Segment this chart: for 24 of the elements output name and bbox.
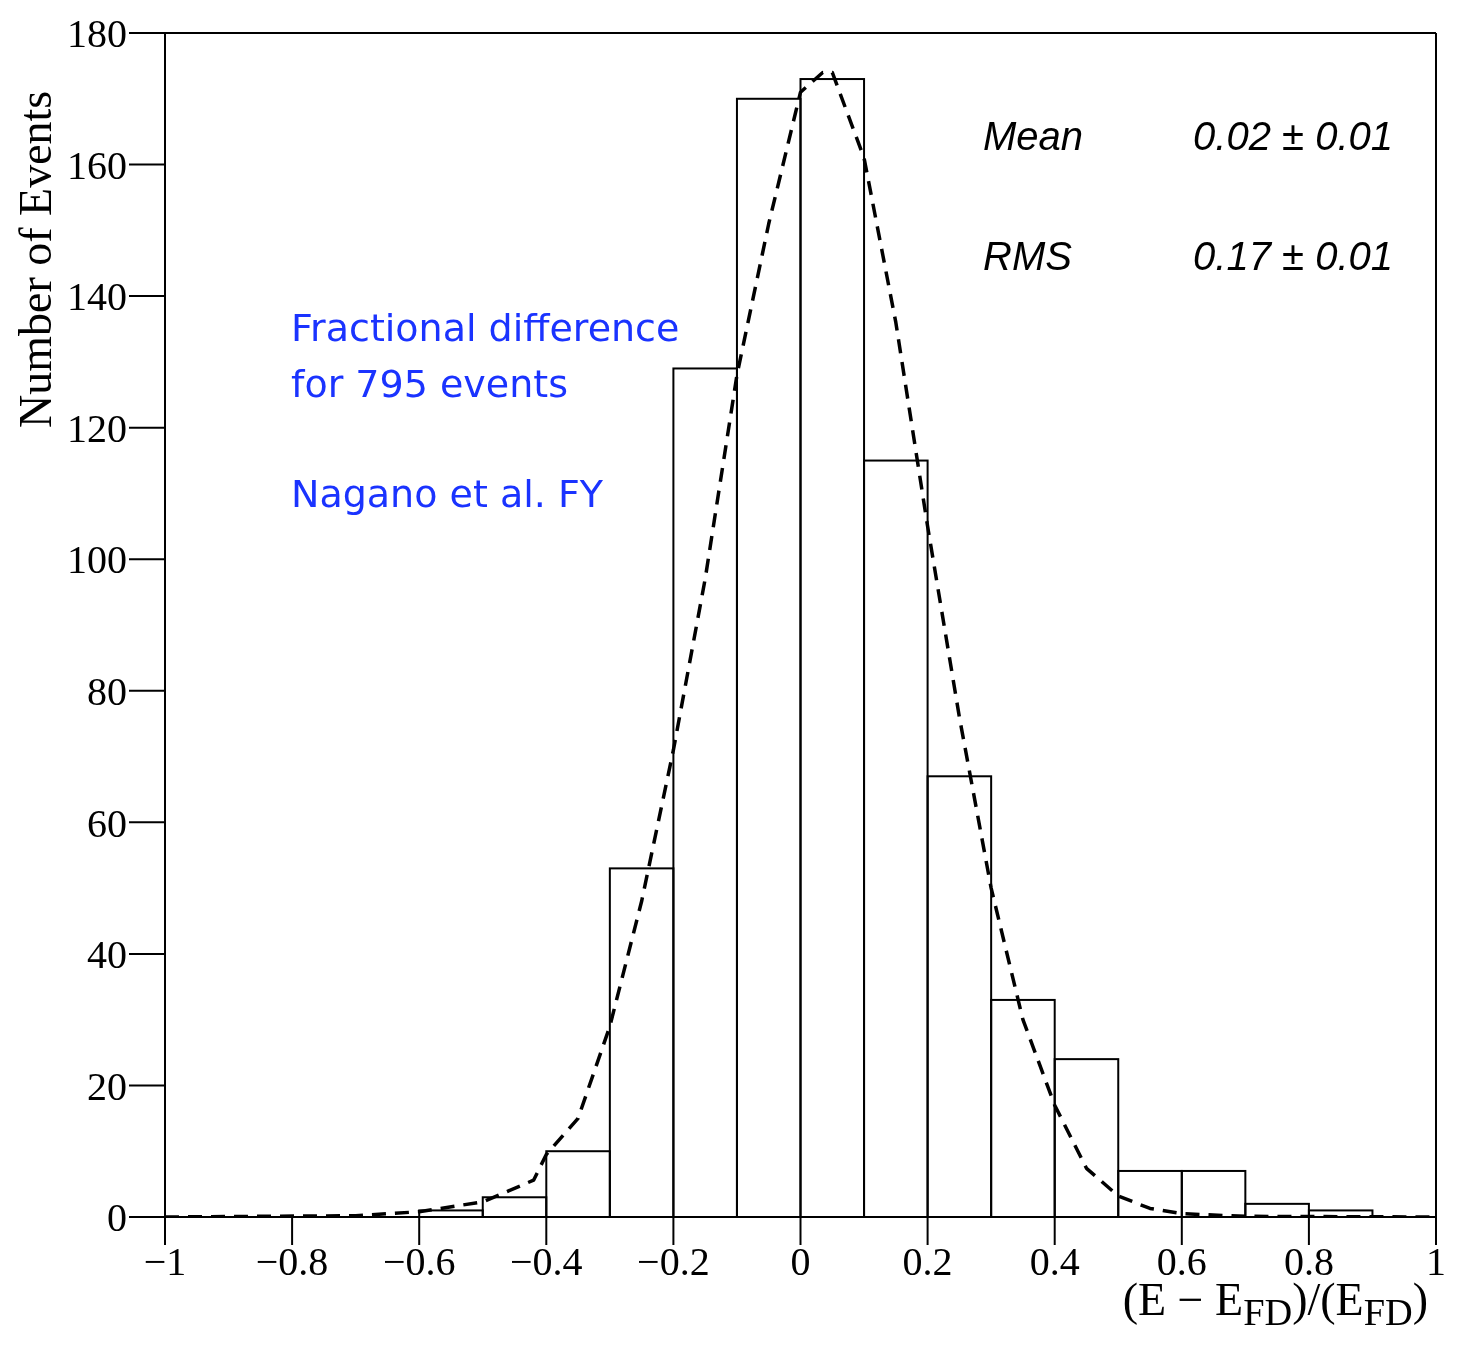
y-tick-label: 100 (67, 537, 127, 583)
annotation: Fractional difference for 795 events (291, 305, 681, 408)
x-tick-label: −0.4 (510, 1239, 583, 1285)
y-axis-title: Number of Events (9, 90, 62, 428)
x-tick-label: −0.6 (382, 1239, 456, 1285)
y-tick-label: 0 (107, 1195, 127, 1241)
y-tick-label: 180 (67, 11, 127, 57)
x-tick-label: 0.4 (1029, 1239, 1080, 1285)
x-tick-label: 0 (790, 1239, 811, 1285)
y-tick-label: 140 (67, 274, 127, 320)
x-tick-label: −0.2 (637, 1239, 710, 1285)
x-tick-label: −1 (143, 1239, 187, 1285)
x-tick-label: 0.2 (902, 1239, 953, 1285)
x-tick-label: −0.8 (255, 1239, 329, 1285)
y-tick-label: 40 (87, 932, 127, 978)
text: Mean 0.02 ± 0.01 (983, 114, 1393, 158)
x-tick-label: 1 (1426, 1239, 1446, 1285)
text: RMS 0.17 ± 0.01 (983, 234, 1393, 278)
y-tick-label: 80 (87, 668, 127, 714)
y-tick-label: 160 (67, 142, 127, 188)
y-tick-label: 20 (87, 1063, 127, 1109)
y-tick-label: 120 (67, 405, 127, 451)
annotation: Nagano et al. FY (291, 471, 604, 518)
y-tick-label: 60 (87, 800, 127, 846)
